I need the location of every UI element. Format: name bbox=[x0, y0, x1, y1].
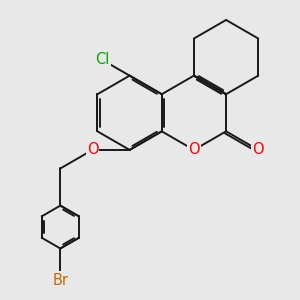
Text: O: O bbox=[87, 142, 98, 158]
Text: O: O bbox=[188, 142, 200, 158]
Text: O: O bbox=[252, 142, 264, 158]
Text: Br: Br bbox=[52, 272, 68, 287]
Text: Cl: Cl bbox=[95, 52, 109, 68]
